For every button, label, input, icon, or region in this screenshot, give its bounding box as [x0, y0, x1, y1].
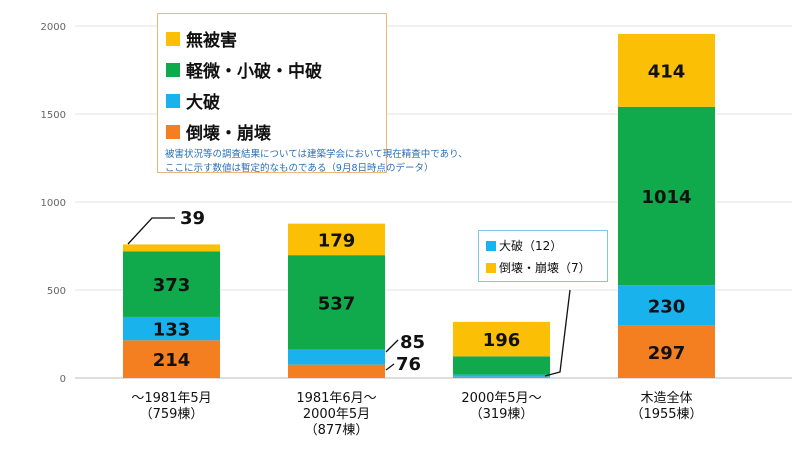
bar-segment: [123, 244, 220, 252]
data-label: 196: [483, 330, 521, 351]
data-label: 76: [396, 354, 421, 375]
callout-line: [544, 289, 571, 377]
legend-swatch: [166, 62, 180, 77]
inset-item-major: 大破（12）: [486, 237, 562, 254]
note-text: 被害状況等の調査結果については建築学会において現在精査中であり、 ここに示す数値…: [165, 148, 468, 176]
y-tick-label: 0: [60, 374, 66, 385]
data-label: 373: [153, 275, 191, 296]
data-label: 133: [153, 320, 191, 341]
note-line: ここに示す数値は暫定的なものである（9月8日時点のデータ）: [165, 163, 434, 174]
bar-segment: [453, 374, 550, 377]
legend-swatch: [166, 124, 180, 139]
x-tick-label: （319棟）: [470, 407, 534, 422]
callout-line: [127, 217, 175, 245]
callout-line: [385, 363, 395, 371]
data-label: 230: [648, 296, 686, 317]
data-label: 39: [180, 208, 205, 229]
legend-label: 倒壊・崩壊: [186, 124, 271, 144]
legend-item-minor-damage: 軽微・小破・中破: [166, 57, 322, 82]
x-tick-label: 1981年6月～: [296, 391, 376, 406]
bar-segment: [288, 364, 385, 378]
bar-segment: [123, 316, 220, 341]
bar-segment: [618, 325, 715, 378]
y-tick-label: 500: [47, 286, 66, 297]
note-line: 被害状況等の調査結果については建築学会において現在精査中であり、: [165, 149, 468, 160]
x-tick-label: 2000年5月: [303, 407, 370, 422]
bar-segment: [453, 356, 550, 375]
inset-swatch: [486, 262, 496, 273]
bar-segment: [123, 251, 220, 317]
legend-item-no-damage: 無被害: [166, 26, 237, 51]
data-label: 1014: [641, 187, 691, 208]
data-label: 537: [318, 293, 356, 314]
x-tick-label: 木造全体: [640, 390, 692, 406]
bar-segment: [123, 340, 220, 378]
y-tick-label: 2000: [41, 22, 66, 33]
legend-label: 大破: [186, 93, 220, 113]
inset-label: 倒壊・崩壊（7）: [499, 261, 591, 275]
legend: 無被害 軽微・小破・中破 大破 倒壊・崩壊: [157, 13, 387, 173]
bar-segment: [618, 106, 715, 286]
inset-legend: 大破（12） 倒壊・崩壊（7）: [478, 230, 608, 282]
x-tick-label: （877棟）: [305, 423, 369, 438]
bar-segment: [453, 321, 550, 357]
legend-item-major-damage: 大破: [166, 88, 220, 113]
inset-label: 大破（12）: [499, 239, 563, 253]
data-label: 214: [153, 350, 191, 371]
x-tick-label: （759棟）: [140, 407, 204, 422]
bar-segment: [288, 223, 385, 256]
legend-swatch: [166, 93, 180, 108]
legend-label: 軽微・小破・中破: [186, 62, 322, 82]
y-tick-label: 1500: [41, 110, 66, 121]
x-tick-label: 2000年5月～: [461, 391, 541, 406]
data-label: 297: [648, 343, 686, 364]
bar-segment: [288, 255, 385, 350]
callout-line: [385, 339, 399, 353]
legend-item-collapse: 倒壊・崩壊: [166, 119, 271, 144]
bar-segment: [288, 349, 385, 365]
x-tick-label: （1955棟）: [630, 407, 702, 422]
y-tick-label: 1000: [41, 198, 66, 209]
data-label: 85: [400, 332, 425, 353]
legend-label: 無被害: [186, 31, 237, 51]
bar-segment: [453, 376, 550, 378]
inset-item-collapse: 倒壊・崩壊（7）: [486, 259, 591, 276]
inset-swatch: [486, 240, 496, 251]
bar-segment: [618, 33, 715, 107]
bar-segment: [618, 285, 715, 326]
data-label: 414: [648, 61, 686, 82]
data-label: 179: [318, 230, 356, 251]
x-tick-label: ～1981年5月: [131, 391, 211, 406]
legend-swatch: [166, 31, 180, 46]
